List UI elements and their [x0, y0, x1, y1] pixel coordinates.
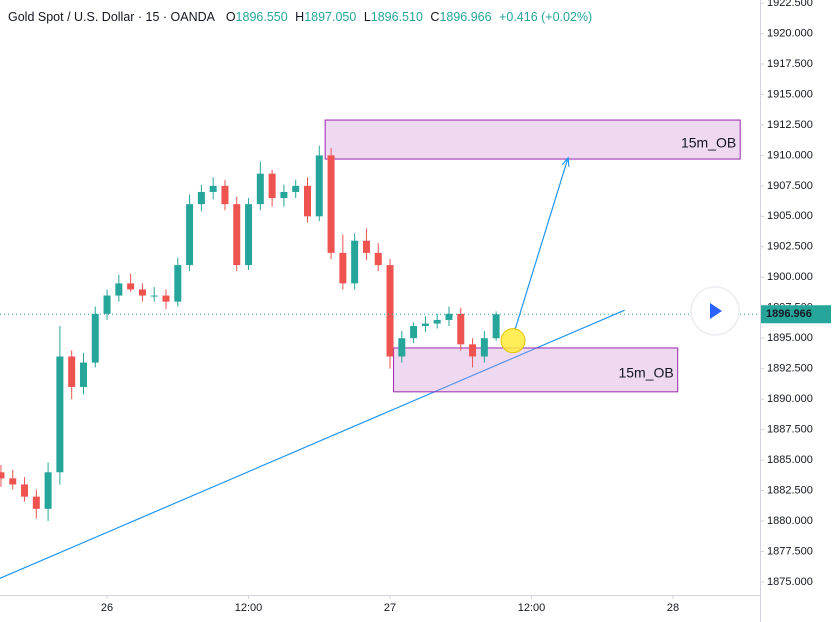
candle-body	[115, 283, 123, 296]
candle-body	[68, 356, 76, 387]
candle-body	[186, 204, 194, 266]
y-tick-label: 1880.000	[767, 515, 813, 527]
candle-body	[174, 265, 182, 302]
y-tick-label: 1905.000	[767, 210, 813, 222]
candle-body	[233, 204, 241, 266]
candle-body	[32, 496, 40, 509]
play-button[interactable]	[690, 286, 740, 336]
y-tick-label: 1915.000	[767, 88, 813, 100]
candle-body	[197, 191, 205, 205]
y-tick-label: 1922.500	[767, 0, 813, 9]
candle-body	[398, 338, 406, 357]
y-tick-label: 1877.500	[767, 545, 813, 557]
y-tick-label: 1902.500	[767, 241, 813, 253]
last-price-label: 1896.966	[766, 308, 812, 320]
x-tick-label: 12:00	[235, 602, 263, 614]
order-block-zone	[393, 347, 679, 393]
x-tick-label: 27	[384, 602, 396, 614]
y-tick-label: 1882.500	[767, 484, 813, 496]
y-tick-label: 1912.500	[767, 119, 813, 131]
y-tick-label: 1907.500	[767, 180, 813, 192]
x-tick-label: 26	[101, 602, 113, 614]
x-tick-label: 12:00	[518, 602, 546, 614]
candle-body	[103, 295, 111, 314]
y-tick-label: 1887.500	[767, 424, 813, 436]
candle-body	[56, 356, 64, 473]
projection-arrow	[514, 157, 569, 330]
candle-body	[469, 344, 477, 357]
ohlc-value: 1897.050	[304, 10, 356, 24]
candle-body	[410, 326, 418, 339]
y-tick-label: 1875.000	[767, 576, 813, 588]
candle-body	[138, 289, 146, 296]
candle-body	[445, 313, 453, 320]
candle-body	[280, 191, 288, 199]
trendline	[0, 309, 625, 579]
candle-body	[21, 484, 29, 497]
y-tick-label: 1895.000	[767, 332, 813, 344]
y-tick-label: 1890.000	[767, 393, 813, 405]
ohlc-value: 1896.550	[236, 10, 288, 24]
ohlc-label: O	[226, 10, 236, 24]
candle-body	[315, 155, 323, 217]
candle-body	[433, 319, 441, 324]
candle-body	[162, 295, 170, 302]
ohlc-label: C	[430, 10, 439, 24]
candle-body	[374, 252, 382, 266]
candle-body	[386, 265, 394, 357]
candle-body	[457, 313, 465, 345]
y-tick-label: 1910.000	[767, 149, 813, 161]
chart-header: Gold Spot / U.S. Dollar · 15 · OANDA O18…	[8, 10, 592, 24]
highlight-marker	[500, 328, 526, 354]
ohlc-label: H	[295, 10, 304, 24]
y-tick-label: 1892.500	[767, 363, 813, 375]
candle-body	[221, 185, 229, 205]
plot-area: 15m_OB 15m_OB	[0, 119, 760, 579]
ohlc-value: 1896.966	[439, 10, 491, 24]
candle-body	[303, 185, 311, 217]
y-tick-label: 1920.000	[767, 27, 813, 39]
y-tick-label: 1917.500	[767, 58, 813, 70]
chart-title: Gold Spot / U.S. Dollar · 15 · OANDA	[8, 10, 216, 24]
candle-body	[79, 362, 87, 387]
candle-body	[351, 240, 359, 284]
candle-body	[127, 283, 135, 290]
arrow-head	[561, 156, 570, 167]
candle-body	[362, 240, 370, 253]
ohlc-label: L	[364, 10, 371, 24]
ohlc-value: 1896.510	[371, 10, 423, 24]
change: +0.416 (+0.02%)	[499, 10, 592, 24]
candle-body	[209, 185, 217, 192]
last-price-box	[761, 305, 831, 324]
candle-body	[150, 295, 158, 297]
candle-body	[492, 314, 500, 339]
candle-body	[327, 155, 335, 253]
y-tick-label: 1885.000	[767, 454, 813, 466]
candle-body	[256, 173, 264, 205]
candle-body	[292, 185, 300, 192]
zone-label: 15m_OB	[618, 365, 673, 381]
candle-body	[91, 313, 99, 363]
x-tick-label: 28	[667, 602, 679, 614]
order-block-zone	[324, 119, 741, 160]
candle-body	[268, 173, 276, 199]
play-icon[interactable]	[710, 303, 722, 319]
candle-body	[480, 338, 488, 357]
candle-body	[339, 252, 347, 284]
zone-label: 15m_OB	[681, 134, 736, 150]
candle-body	[421, 323, 429, 327]
y-tick-label: 1900.000	[767, 271, 813, 283]
candle-body	[0, 472, 5, 479]
candle-body	[44, 472, 52, 509]
candle-body	[245, 204, 253, 266]
candle-body	[9, 478, 17, 485]
